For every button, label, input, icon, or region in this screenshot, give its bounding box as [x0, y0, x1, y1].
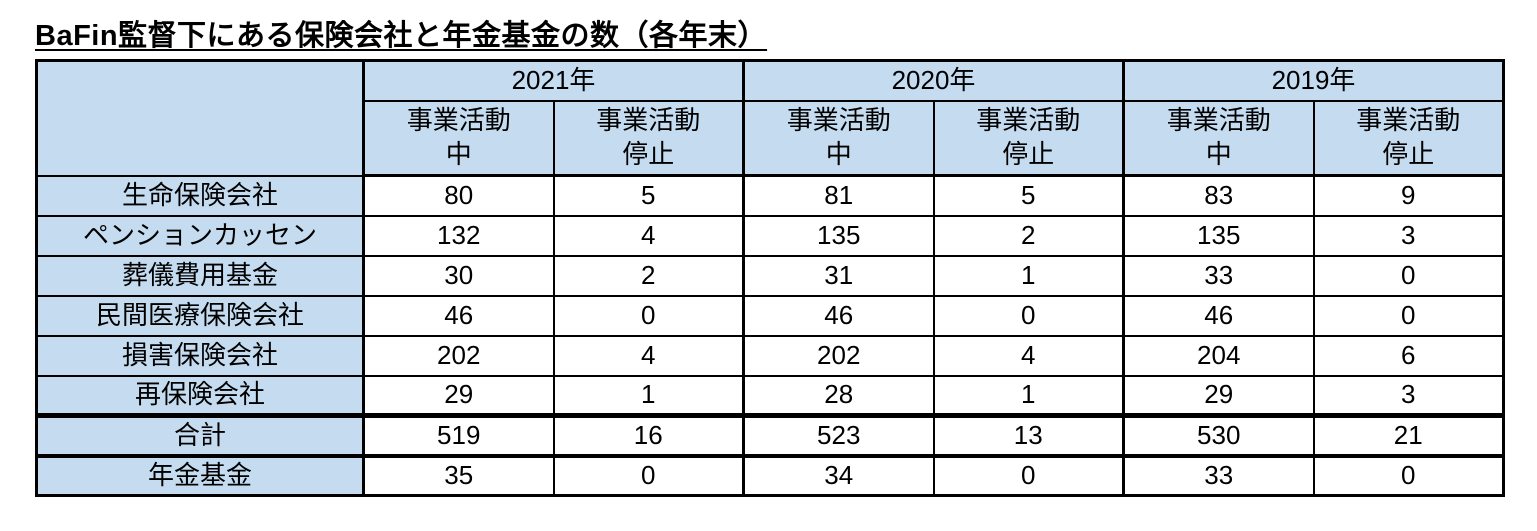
table-row-nonlife-insurers: 損害保険会社 202 4 202 4 204 6	[35, 334, 1505, 377]
subheader-label: 事業活動中	[1166, 104, 1271, 169]
value-cell: 1	[552, 374, 745, 417]
value-cell: 135	[1122, 214, 1315, 257]
value-cell: 81	[742, 174, 935, 217]
value-cell: 3	[1312, 214, 1505, 257]
sub-header-row: 事業活動中 事業活動停止 事業活動中 事業活動停止 事業活動中 事業活動停止	[37, 99, 1505, 177]
row-label: 生命保険会社	[35, 174, 365, 217]
table-row-private-health-insurers: 民間医療保険会社 46 0 46 0 46 0	[35, 294, 1505, 337]
value-cell: 4	[552, 334, 745, 377]
row-label: 民間医療保険会社	[35, 294, 365, 337]
value-cell: 13	[932, 413, 1125, 457]
value-cell: 6	[1312, 334, 1505, 377]
row-label: 損害保険会社	[35, 334, 365, 377]
table-row-pension-funds: 年金基金 35 0 34 0 33 0	[35, 453, 1505, 497]
value-cell: 519	[362, 413, 555, 457]
table-row-total: 合計 519 16 523 13 530 21	[35, 413, 1505, 457]
subheader-2020-inactive: 事業活動停止	[932, 99, 1125, 177]
value-cell: 80	[362, 174, 555, 217]
subheader-2019-active: 事業活動中	[1122, 99, 1315, 177]
value-cell: 202	[362, 334, 555, 377]
value-cell: 9	[1312, 174, 1505, 217]
value-cell: 132	[362, 214, 555, 257]
row-label: 葬儀費用基金	[35, 254, 365, 297]
value-cell: 523	[742, 413, 935, 457]
value-cell: 16	[552, 413, 745, 457]
value-cell: 29	[1122, 374, 1315, 417]
row-label: 再保険会社	[35, 374, 365, 417]
value-cell: 0	[932, 453, 1125, 497]
value-cell: 0	[932, 294, 1125, 337]
table-row-funeral-funds: 葬儀費用基金 30 2 31 1 33 0	[35, 254, 1505, 297]
value-cell: 0	[552, 294, 745, 337]
value-cell: 4	[932, 334, 1125, 377]
value-cell: 135	[742, 214, 935, 257]
year-header-row: 2021年 2020年 2019年	[35, 59, 1505, 177]
value-cell: 2	[932, 214, 1125, 257]
value-cell: 34	[742, 453, 935, 497]
value-cell: 0	[1312, 254, 1505, 297]
value-cell: 0	[552, 453, 745, 497]
value-cell: 0	[1312, 453, 1505, 497]
subheader-2021-inactive: 事業活動停止	[552, 99, 745, 177]
value-cell: 46	[1122, 294, 1315, 337]
corner-blank-cell	[35, 59, 365, 177]
value-cell: 83	[1122, 174, 1315, 217]
year-header-2021: 2021年	[362, 59, 745, 102]
value-cell: 1	[932, 254, 1125, 297]
subheader-label: 事業活動停止	[976, 104, 1081, 169]
value-cell: 33	[1122, 254, 1315, 297]
subheader-label: 事業活動中	[406, 104, 511, 169]
value-cell: 0	[1312, 294, 1505, 337]
value-cell: 28	[742, 374, 935, 417]
value-cell: 46	[362, 294, 555, 337]
value-cell: 33	[1122, 453, 1315, 497]
table-row-reinsurers: 再保険会社 29 1 28 1 29 3	[35, 374, 1505, 417]
row-label: 合計	[35, 413, 365, 457]
year-header-2020: 2020年	[742, 59, 1125, 102]
value-cell: 204	[1122, 334, 1315, 377]
value-cell: 202	[742, 334, 935, 377]
bafin-supervision-table: 2021年 2020年 2019年 事業活動中 事業活動停止 事業活動中 事業活…	[35, 59, 1505, 497]
value-cell: 1	[932, 374, 1125, 417]
subheader-2019-inactive: 事業活動停止	[1312, 99, 1505, 177]
value-cell: 30	[362, 254, 555, 297]
subheader-2020-active: 事業活動中	[742, 99, 935, 177]
value-cell: 31	[742, 254, 935, 297]
value-cell: 21	[1312, 413, 1505, 457]
value-cell: 2	[552, 254, 745, 297]
value-cell: 4	[552, 214, 745, 257]
subheader-label: 事業活動停止	[1356, 104, 1461, 169]
value-cell: 5	[932, 174, 1125, 217]
value-cell: 29	[362, 374, 555, 417]
value-cell: 5	[552, 174, 745, 217]
figure-title: BaFin監督下にある保険会社と年金基金の数（各年末）	[35, 20, 768, 52]
row-label: ペンションカッセン	[35, 214, 365, 257]
value-cell: 530	[1122, 413, 1315, 457]
row-label: 年金基金	[35, 453, 365, 497]
subheader-label: 事業活動停止	[596, 104, 701, 169]
subheader-2021-active: 事業活動中	[362, 99, 555, 177]
table-row-pensionskassen: ペンションカッセン 132 4 135 2 135 3	[35, 214, 1505, 257]
year-header-2019: 2019年	[1122, 59, 1505, 102]
value-cell: 35	[362, 453, 555, 497]
value-cell: 3	[1312, 374, 1505, 417]
value-cell: 46	[742, 294, 935, 337]
table-row-life-insurers: 生命保険会社 80 5 81 5 83 9	[35, 174, 1505, 217]
subheader-label: 事業活動中	[786, 104, 891, 169]
